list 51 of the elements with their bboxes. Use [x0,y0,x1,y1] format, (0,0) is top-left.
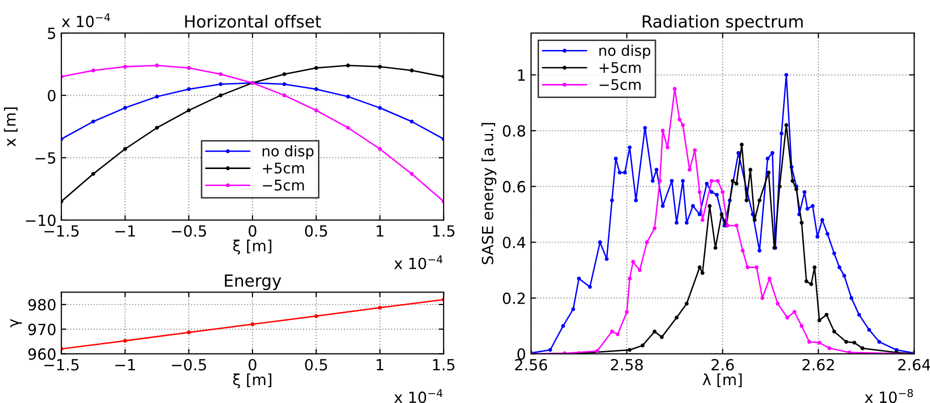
y-tick-label: 0.6 [502,180,526,192]
legend-label: −5cm [262,180,304,191]
x-tick-label: 0.5 [305,225,328,237]
legend-label: +5cm [600,62,641,74]
x-tick-label: 0 [248,358,256,371]
chart-title: Horizontal offset [185,14,321,28]
x-tick-label: −1 [115,359,135,370]
x-tick-label: −1.5 [44,359,79,371]
text: x 10$^{−4}$ [394,389,442,403]
y-tick-label: 0 [517,348,526,360]
x-tick-label: 1.5 [433,225,454,237]
x-tick-label: 1 [376,225,384,237]
y-tick-label: 0.4 [502,236,526,248]
y-tick-label: −10 [26,214,56,226]
legend-label: −5cm [600,79,641,90]
x-tick-label: −1 [115,225,135,237]
text: x 10$^{−8}$ [864,389,913,403]
legend-label: +5cm [262,162,304,174]
y-axis-title: SASE energy [a.u.] [482,123,496,264]
chart-title: Radiation spectrum [642,14,803,31]
y-tick-label: 0.8 [502,125,526,137]
x-tick-label: 0.5 [305,358,328,371]
y-tick-label: 0 [48,90,56,102]
y-tick-label: 980 [28,298,56,311]
x-tick-label: 1 [376,359,384,370]
x-tick-label: 2.58 [610,358,643,371]
x-tick-label: 2.62 [802,358,834,371]
legend-label: no disp [599,44,650,59]
chart-title: Energy [224,274,282,290]
x-axis-title: ξ [m] [233,240,272,254]
x-tick-label: 2.64 [898,358,930,371]
x-tick-label: 1.5 [433,359,454,371]
y-axis-title: γ [10,318,22,328]
legend-label: no disp [262,145,314,160]
text: x 10$^{−4}$ [394,255,442,270]
y-tick-label: 1 [518,70,525,81]
x-tick-label: −0.5 [172,225,206,237]
x-tick-label: 2.56 [515,358,548,371]
y-tick-label: −5 [36,152,56,164]
x-axis-title: ξ [m] [233,373,272,388]
y-tick-label: 0.2 [502,292,525,304]
y-axis-title: x [m] [4,108,18,146]
x-tick-label: 0 [248,225,256,237]
x-tick-label: 2.6 [712,358,734,371]
y-tick-label: 5 [48,28,56,40]
y-tick-label: 960 [28,348,56,360]
x-axis-title: λ [m] [702,373,742,388]
x-tick-label: −1.5 [44,225,79,237]
y-tick-label: 970 [28,324,56,336]
text: x 10$^{−4}$ [62,13,110,28]
x-tick-label: −0.5 [172,358,206,371]
